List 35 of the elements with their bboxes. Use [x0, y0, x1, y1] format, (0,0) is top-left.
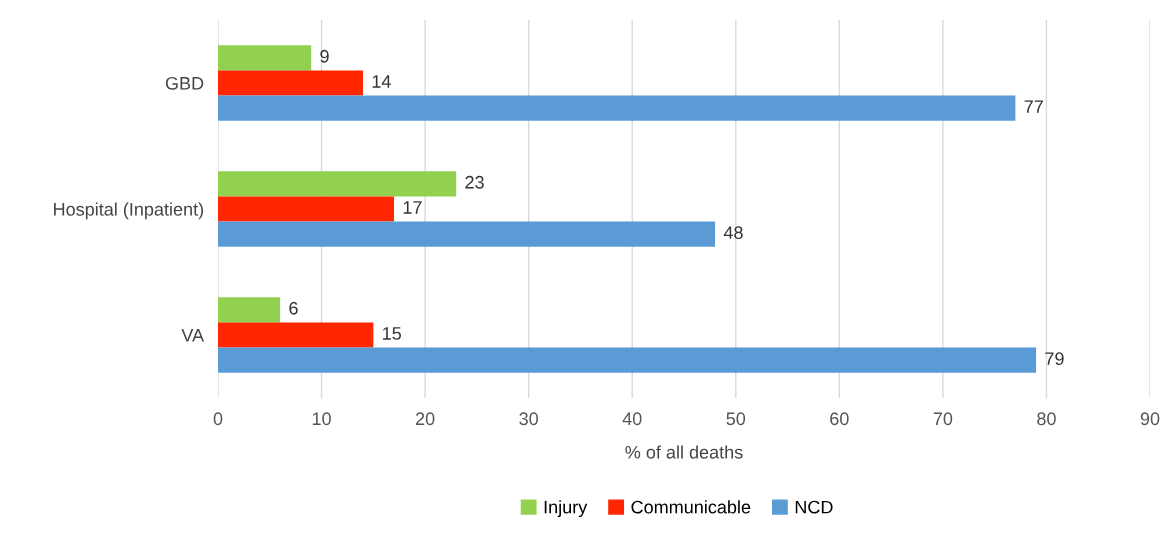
bar: [218, 297, 281, 323]
bar: [218, 221, 716, 247]
data-label: 77: [1024, 100, 1043, 113]
x-axis-title: % of all deaths: [625, 445, 743, 459]
bar: [218, 95, 1016, 121]
data-label: 6: [289, 301, 298, 315]
x-tick-label: 20: [415, 412, 435, 426]
legend-label: NCD: [795, 500, 833, 514]
legend-label: Injury: [544, 500, 588, 518]
data-label: 14: [372, 75, 391, 88]
bar: [218, 196, 395, 222]
x-tick-label: 10: [312, 412, 331, 426]
legend-label: Communicable: [631, 500, 751, 514]
data-label: 17: [403, 201, 422, 214]
x-tick-label: 90: [1140, 412, 1160, 426]
x-tick-label: 0: [213, 412, 223, 426]
y-tick-label: Hospital (Inpatient): [54, 202, 203, 220]
bar: [218, 347, 1037, 373]
y-tick-label: VA: [181, 329, 205, 342]
data-label: 9: [320, 49, 329, 63]
x-tick-label: 70: [933, 412, 953, 426]
data-label: 79: [1045, 352, 1064, 366]
y-tick-label: GBD: [165, 76, 204, 90]
x-tick-label: 50: [726, 412, 746, 426]
x-tick-label: 80: [1037, 412, 1056, 426]
data-label: 23: [465, 175, 484, 189]
bar: [218, 171, 457, 197]
bar: [218, 322, 374, 348]
data-label: 48: [723, 226, 743, 240]
data-label: 15: [383, 327, 401, 340]
bar: [218, 45, 312, 71]
x-tick-label: 30: [519, 412, 538, 426]
x-tick-label: 60: [830, 412, 849, 426]
bar: [218, 70, 363, 96]
x-tick-label: 40: [622, 412, 642, 426]
